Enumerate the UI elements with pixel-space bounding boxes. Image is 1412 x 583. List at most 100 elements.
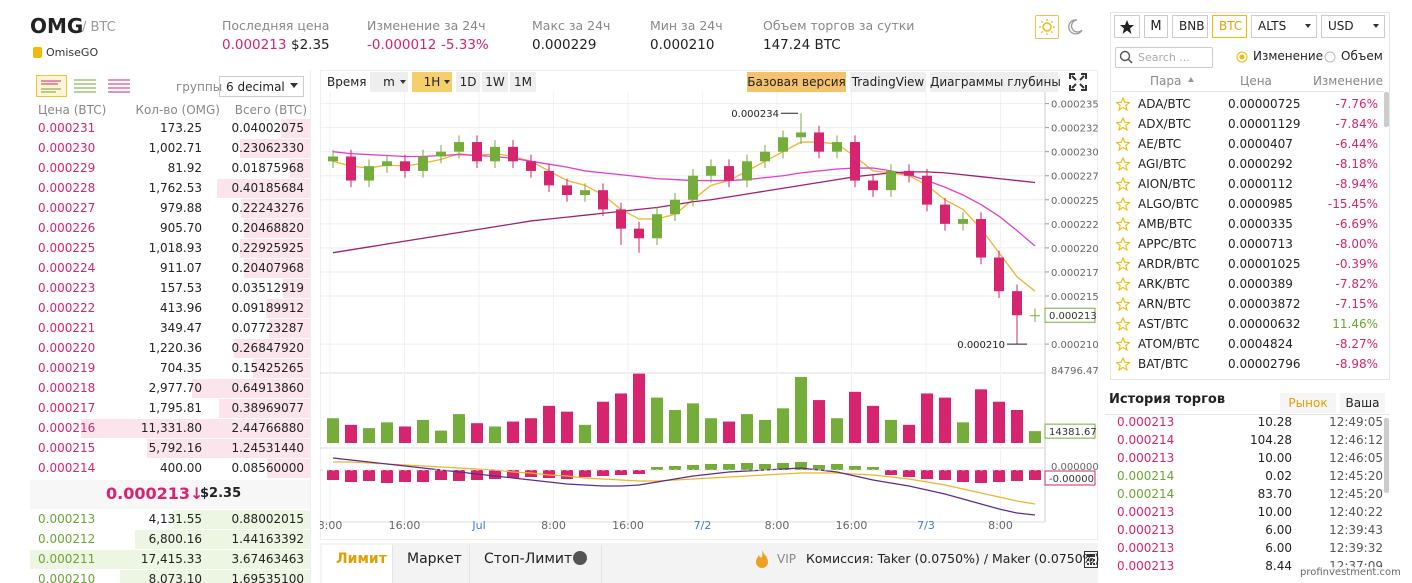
column-header[interactable]: Пара (1150, 74, 1182, 88)
market-pair[interactable]: AION/BTC (1138, 177, 1196, 191)
order-tab[interactable]: Маркет (393, 545, 470, 583)
market-tab[interactable]: ALTS (1251, 15, 1317, 38)
volume-bar (489, 426, 501, 443)
order-price[interactable]: 0.000229 (38, 161, 96, 175)
interval-button[interactable]: 1D (456, 72, 480, 92)
view-button[interactable]: Диаграммы глубины (930, 72, 1061, 92)
favorite-star[interactable] (1116, 317, 1130, 331)
calculator-icon[interactable] (1084, 551, 1098, 568)
volume-bar (633, 373, 645, 443)
markets-panel (1110, 12, 1390, 380)
favorite-star[interactable] (1116, 337, 1130, 351)
market-pair[interactable]: AST/BTC (1138, 317, 1189, 331)
decimal-select[interactable] (219, 76, 304, 97)
search-box[interactable] (1115, 47, 1213, 68)
column-header[interactable]: Изменение (1312, 74, 1383, 88)
order-price[interactable]: 0.000219 (38, 361, 96, 375)
market-price: 0.0000407 (1228, 137, 1293, 151)
order-price[interactable]: 0.000224 (38, 261, 96, 275)
order-price[interactable]: 0.000226 (38, 221, 96, 235)
x-tick-label: 8:00 (765, 519, 790, 532)
order-tab[interactable]: Лимит (322, 545, 393, 583)
favorite-star[interactable] (1116, 157, 1130, 171)
market-pair[interactable]: AMB/BTC (1138, 217, 1193, 231)
favorite-star[interactable] (1116, 177, 1130, 191)
market-tab[interactable]: BTC (1212, 15, 1247, 38)
order-price[interactable]: 0.000221 (38, 321, 96, 335)
market-pair[interactable]: ARN/BTC (1138, 297, 1191, 311)
radio[interactable] (1324, 51, 1336, 63)
favorite-star[interactable] (1116, 197, 1130, 211)
market-price: 0.00001025 (1228, 257, 1301, 271)
volume-bar (921, 393, 933, 443)
favorite-star[interactable] (1116, 237, 1130, 251)
interval-button[interactable]: 1H (412, 72, 452, 92)
favorite-star[interactable] (1116, 297, 1130, 311)
order-price[interactable]: 0.000214 (38, 461, 96, 475)
favorite-star[interactable] (1116, 217, 1130, 231)
macd-bar (741, 463, 753, 470)
radio-checked[interactable] (1236, 51, 1248, 63)
sort-option[interactable]: Объем (1341, 49, 1383, 63)
market-tab[interactable]: BNB (1172, 15, 1208, 38)
favorite-star[interactable] (1116, 97, 1130, 111)
market-pair[interactable]: ARK/BTC (1138, 277, 1190, 291)
m-tab[interactable]: M (1144, 15, 1168, 38)
view-button[interactable]: TradingView (850, 72, 926, 92)
favorites-tab[interactable] (1114, 15, 1140, 38)
favorite-star[interactable] (1116, 117, 1130, 131)
favorite-star[interactable] (1116, 137, 1130, 151)
candle-body (850, 142, 860, 181)
market-pair[interactable]: AE/BTC (1138, 137, 1182, 151)
market-pair[interactable]: ATOM/BTC (1138, 337, 1200, 351)
stat-label: Объем торгов за сутки (763, 18, 915, 33)
favorite-star[interactable] (1116, 257, 1130, 271)
order-price[interactable]: 0.000223 (38, 281, 96, 295)
market-pair[interactable]: ADX/BTC (1138, 117, 1191, 131)
volume-bar (471, 423, 483, 443)
trade-amount: 10.28 (1257, 415, 1292, 429)
order-price[interactable]: 0.000231 (38, 121, 96, 135)
market-pair[interactable]: ADA/BTC (1138, 97, 1191, 111)
order-price[interactable]: 0.000228 (38, 181, 96, 195)
order-price[interactable]: 0.000225 (38, 241, 96, 255)
order-price[interactable]: 0.000217 (38, 401, 96, 415)
order-price[interactable]: 0.000222 (38, 301, 96, 315)
order-price[interactable]: 0.000212 (38, 532, 96, 546)
market-pair[interactable]: ALGO/BTC (1138, 197, 1199, 211)
market-tab[interactable]: USD (1321, 15, 1385, 38)
fullscreen-icon[interactable] (1069, 73, 1087, 91)
orderbook-view-icons[interactable] (36, 75, 136, 97)
market-change: -15.45% (1327, 197, 1378, 211)
macd-tick-label: 0.000000 (1051, 462, 1098, 473)
interval-button[interactable]: 1M (510, 72, 536, 92)
order-price[interactable]: 0.000216 (38, 421, 96, 435)
interval-button[interactable]: 1W (482, 72, 508, 92)
order-price[interactable]: 0.000215 (38, 441, 96, 455)
moving-average (332, 171, 1036, 254)
header-line (1105, 414, 1390, 415)
market-pair[interactable]: APPC/BTC (1138, 237, 1197, 251)
macd-bar (453, 470, 465, 481)
market-pair[interactable]: AGI/BTC (1138, 157, 1187, 171)
order-price[interactable]: 0.000218 (38, 381, 96, 395)
order-price[interactable]: 0.000211 (38, 552, 96, 566)
depth-bar (243, 219, 310, 238)
market-pair[interactable]: BAT/BTC (1138, 357, 1189, 371)
market-pair[interactable]: ARDR/BTC (1138, 257, 1200, 271)
order-price[interactable]: 0.000230 (38, 141, 96, 155)
theme-light[interactable] (1035, 15, 1059, 39)
minutes-select[interactable]: m (370, 72, 408, 92)
column-header[interactable]: Цена (1240, 74, 1272, 88)
order-price[interactable]: 0.000227 (38, 201, 96, 215)
order-price[interactable]: 0.000213 (38, 512, 96, 526)
theme-dark[interactable] (1066, 18, 1084, 36)
sort-option[interactable]: Изменение (1253, 49, 1324, 63)
order-price[interactable]: 0.000210 (38, 572, 96, 583)
favorite-star[interactable] (1116, 277, 1130, 291)
favorite-star[interactable] (1116, 357, 1130, 371)
trades-tab[interactable]: Рынок (1280, 393, 1336, 413)
view-button[interactable]: Базовая версия (747, 72, 846, 92)
order-price[interactable]: 0.000220 (38, 341, 96, 355)
trades-tab[interactable]: Ваша (1340, 393, 1385, 413)
